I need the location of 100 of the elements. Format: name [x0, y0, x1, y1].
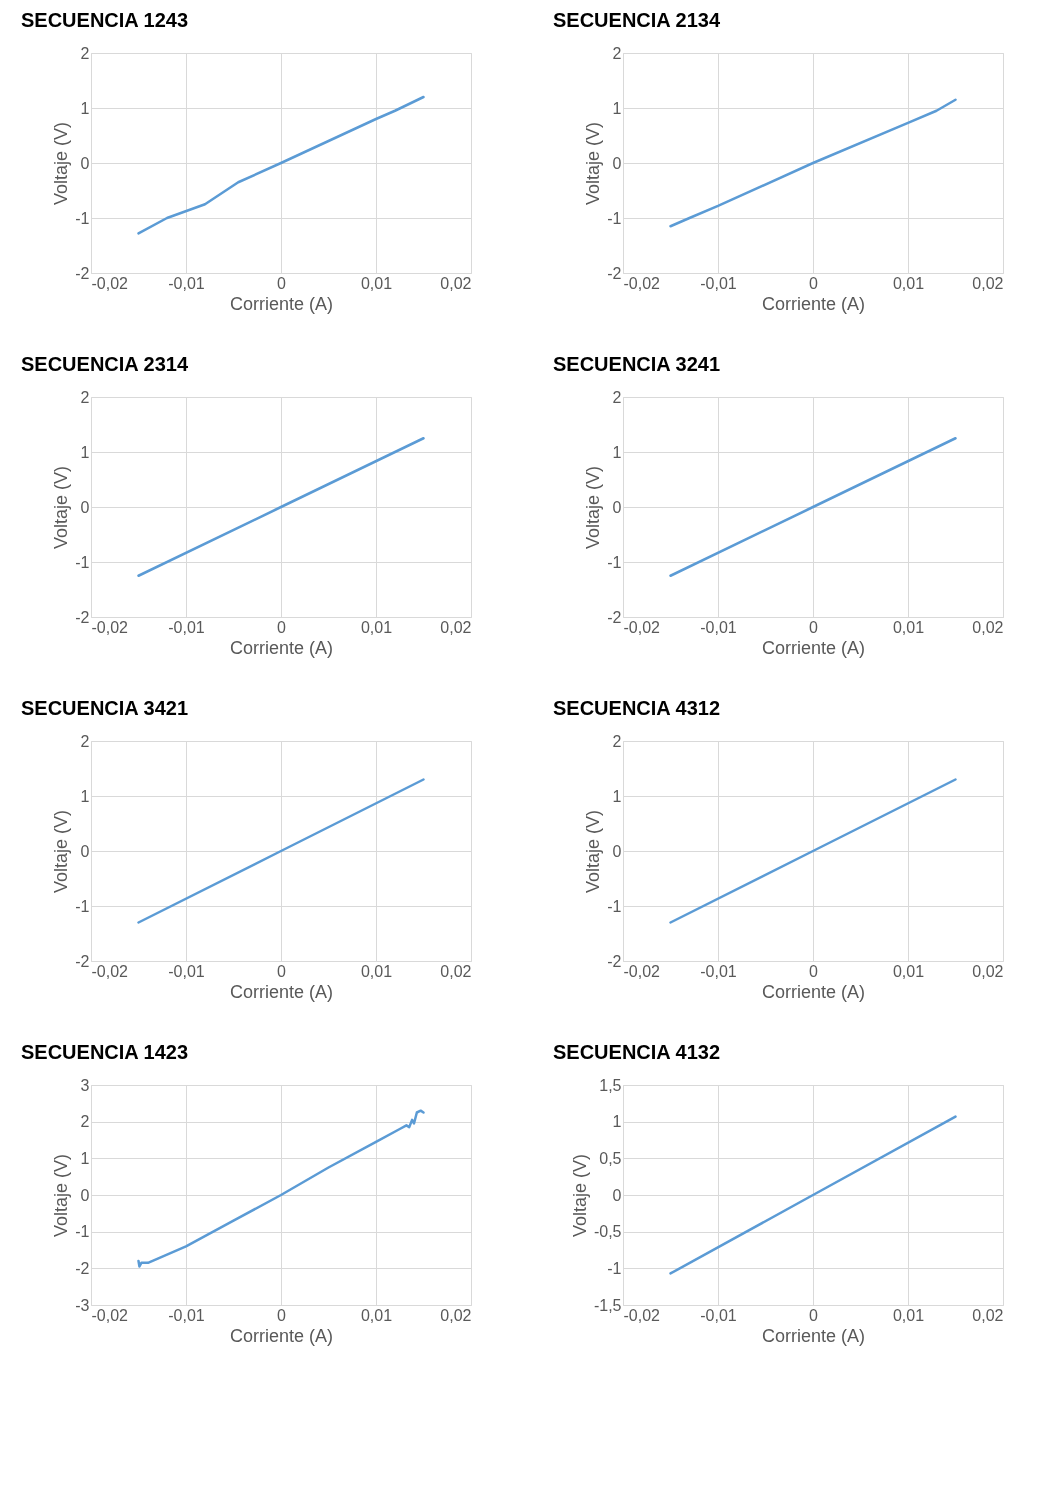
y-tick-label: -3 — [75, 1296, 90, 1314]
line-series — [137, 1109, 425, 1268]
y-tick-label: 0 — [80, 154, 90, 172]
x-tick-label: -0,02 — [91, 962, 129, 980]
x-tick-label: 0,02 — [972, 274, 1004, 292]
x-tick-label: -0,02 — [91, 618, 129, 636]
x-tick-label: -0,01 — [168, 274, 205, 292]
x-tick-label: 0,01 — [360, 962, 393, 980]
x-tick-label: 0 — [277, 274, 287, 292]
y-tick-label: 2 — [80, 1113, 90, 1131]
chart-title: SECUENCIA 3421 — [21, 697, 189, 719]
y-tick-label: 1 — [612, 443, 622, 461]
y-tick-label: 3 — [80, 1076, 90, 1094]
y-tick-label: 1 — [80, 787, 90, 805]
y-tick-label: 2 — [612, 388, 622, 406]
x-tick-label: 0,02 — [440, 274, 472, 292]
y-tick-label: 2 — [80, 732, 90, 750]
x-tick-label: 0 — [809, 274, 819, 292]
x-axis-title: Corriente (A) — [229, 981, 334, 1002]
y-tick-label: -2 — [75, 264, 90, 282]
y-axis-title: Voltaje (V) — [583, 465, 604, 550]
y-tick-label: -1 — [75, 553, 90, 571]
line-series — [669, 98, 957, 228]
x-axis-title: Corriente (A) — [761, 293, 866, 314]
x-tick-label: -0,02 — [623, 274, 661, 292]
chart-title: SECUENCIA 2314 — [21, 353, 189, 375]
x-tick-label: -0,02 — [623, 618, 661, 636]
y-tick-label: 0 — [612, 498, 622, 516]
chart-title: SECUENCIA 1423 — [21, 1041, 189, 1063]
x-tick-label: -0,01 — [168, 618, 205, 636]
y-axis-title: Voltaje (V) — [569, 1153, 590, 1238]
x-tick-label: 0,02 — [972, 618, 1004, 636]
x-tick-label: 0,01 — [360, 274, 393, 292]
x-axis-title: Corriente (A) — [761, 1325, 866, 1346]
x-tick-label: 0,01 — [892, 962, 925, 980]
x-tick-label: 0,02 — [440, 618, 472, 636]
x-tick-label: 0 — [277, 618, 287, 636]
x-tick-label: 0,01 — [360, 618, 393, 636]
x-tick-label: 0,01 — [360, 1306, 393, 1324]
x-tick-label: -0,01 — [700, 274, 737, 292]
y-tick-label: -2 — [75, 608, 90, 626]
x-axis-title: Corriente (A) — [229, 293, 334, 314]
x-tick-label: 0,02 — [972, 1306, 1004, 1324]
x-tick-label: -0,01 — [700, 618, 737, 636]
x-tick-label: 0 — [809, 1306, 819, 1324]
y-tick-label: 0,5 — [599, 1149, 622, 1167]
x-tick-label: -0,02 — [623, 962, 661, 980]
y-tick-label: -1,5 — [593, 1296, 622, 1314]
y-tick-label: -2 — [607, 608, 622, 626]
x-tick-label: -0,01 — [700, 962, 737, 980]
y-tick-label: 0 — [80, 842, 90, 860]
y-tick-label: 0 — [80, 498, 90, 516]
y-tick-label: -1 — [75, 1223, 90, 1241]
y-axis-title: Voltaje (V) — [51, 809, 72, 894]
y-tick-label: 0 — [612, 1186, 622, 1204]
x-axis-title: Corriente (A) — [761, 981, 866, 1002]
y-tick-label: -2 — [75, 1259, 90, 1277]
y-tick-label: -1 — [607, 1259, 622, 1277]
y-axis-title: Voltaje (V) — [583, 121, 604, 206]
y-tick-label: -2 — [607, 264, 622, 282]
y-tick-label: 2 — [80, 388, 90, 406]
y-tick-label: 1 — [612, 1113, 622, 1131]
x-tick-label: 0,01 — [892, 618, 925, 636]
x-tick-label: 0,02 — [440, 962, 472, 980]
y-tick-label: 0 — [80, 1186, 90, 1204]
x-axis-title: Corriente (A) — [229, 1325, 334, 1346]
y-tick-label: -2 — [75, 952, 90, 970]
x-tick-label: 0 — [809, 618, 819, 636]
y-tick-label: 1 — [80, 443, 90, 461]
chart-title: SECUENCIA 4312 — [553, 697, 721, 719]
chart-title: SECUENCIA 2134 — [553, 9, 721, 31]
y-tick-label: -1 — [607, 553, 622, 571]
x-tick-label: -0,02 — [91, 274, 129, 292]
chart-title: SECUENCIA 1243 — [21, 9, 189, 31]
x-tick-label: 0 — [809, 962, 819, 980]
y-axis-title: Voltaje (V) — [583, 809, 604, 894]
y-tick-label: -0,5 — [593, 1223, 622, 1241]
x-tick-label: -0,01 — [168, 1306, 205, 1324]
y-tick-label: -1 — [607, 209, 622, 227]
y-axis-title: Voltaje (V) — [51, 465, 72, 550]
x-tick-label: 0,02 — [440, 1306, 472, 1324]
x-axis-title: Corriente (A) — [229, 637, 334, 658]
x-tick-label: 0,01 — [892, 1306, 925, 1324]
y-tick-label: 2 — [612, 732, 622, 750]
y-tick-label: 2 — [612, 44, 622, 62]
y-tick-label: 1 — [612, 99, 622, 117]
y-tick-label: 1 — [80, 99, 90, 117]
x-tick-label: -0,01 — [168, 962, 205, 980]
y-tick-label: 2 — [80, 44, 90, 62]
y-tick-label: 0 — [612, 154, 622, 172]
y-tick-label: -2 — [607, 952, 622, 970]
chart-title: SECUENCIA 4132 — [553, 1041, 721, 1063]
y-tick-label: -1 — [75, 897, 90, 915]
y-axis-title: Voltaje (V) — [51, 1153, 72, 1238]
x-tick-label: -0,02 — [91, 1306, 129, 1324]
y-tick-label: 0 — [612, 842, 622, 860]
y-axis-title: Voltaje (V) — [51, 121, 72, 206]
y-tick-label: 1 — [80, 1149, 90, 1167]
y-tick-label: -1 — [607, 897, 622, 915]
x-axis-title: Corriente (A) — [761, 637, 866, 658]
